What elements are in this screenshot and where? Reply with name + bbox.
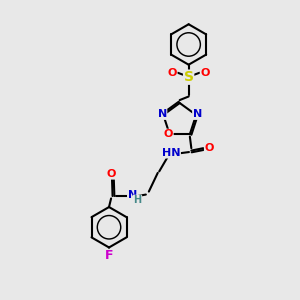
- Text: F: F: [105, 249, 113, 262]
- Text: O: O: [107, 169, 116, 179]
- Text: H: H: [134, 195, 142, 205]
- Text: S: S: [184, 70, 194, 84]
- Text: O: O: [205, 143, 214, 153]
- Text: N: N: [158, 110, 167, 119]
- Text: O: O: [164, 129, 173, 139]
- Text: N: N: [128, 190, 137, 200]
- Text: O: O: [168, 68, 177, 78]
- Text: O: O: [200, 68, 210, 78]
- Text: N: N: [193, 110, 202, 119]
- Text: HN: HN: [162, 148, 180, 158]
